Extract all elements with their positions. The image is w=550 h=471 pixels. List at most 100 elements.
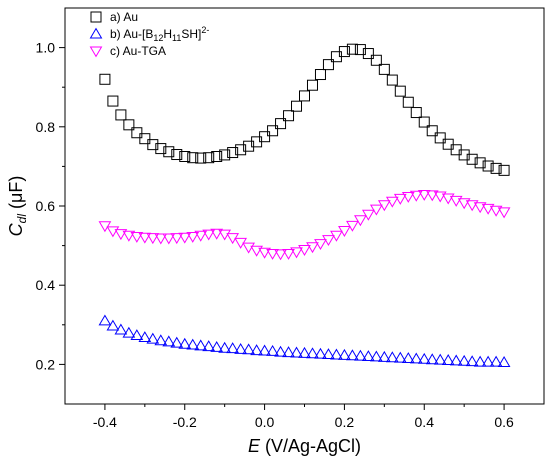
data-point [386,74,398,86]
data-point [457,198,471,210]
legend-subscript: 12 [153,33,163,43]
data-point [107,95,119,107]
data-point [361,209,375,221]
data-point [497,356,511,367]
data-point [179,151,191,162]
data-point [346,349,359,361]
data-point [401,352,415,364]
data-point [162,233,176,245]
data-point [219,149,231,161]
data-point [346,43,358,55]
data-point [283,110,295,122]
data-point [378,63,390,75]
data-point [250,344,263,356]
data-point [210,228,224,240]
data-point [162,335,176,347]
legend-item-3: c) Au-TGA [89,44,166,58]
data-point [242,343,255,355]
data-point [202,340,216,352]
series-2 [98,314,511,367]
data-point [298,346,311,358]
data-point [171,149,183,161]
data-point [202,229,216,241]
data-point [361,350,375,362]
data-point [425,190,439,202]
data-point [322,235,335,247]
data-point [306,347,319,359]
data-point [385,196,399,208]
data-point [155,143,167,155]
data-point [474,157,486,169]
data-point [497,207,511,219]
data-point [338,46,350,58]
axes-layer: -0.4 -0.2 0.0 0.2 0.4 0.6 0.2 0.4 0.6 0.8 1.0 [36,7,545,430]
data-point [299,90,310,102]
data-point [99,73,111,85]
data-point [409,190,423,202]
y-axis-title-var: C [6,222,26,236]
data-point [226,342,240,354]
legend-text-part: H [163,27,172,41]
data-point [234,342,248,354]
data-point [186,231,200,243]
data-point [147,139,159,151]
data-point [338,226,351,237]
data-point [330,230,343,242]
data-point [490,162,502,174]
y-axis-title-sub: dl [15,214,29,224]
data-point [106,226,120,238]
data-point [298,245,311,256]
x-tick-label: 0.6 [494,414,514,430]
data-point [322,59,334,71]
data-point [473,202,487,214]
data-point [139,133,151,145]
data-point [194,230,208,242]
data-point [227,147,239,159]
plot-frame [64,7,545,405]
data-point [465,355,479,367]
x-tick-label: -0.2 [173,414,197,430]
x-axis-title: E (V/Ag-AgCl) [248,436,361,456]
x-axis-title-var: E [248,436,261,456]
data-point [291,100,303,112]
data-point [290,346,303,358]
legend-text-part: SH] [181,27,201,41]
data-point [377,350,391,362]
data-point [258,344,271,356]
legend-label: b) Au-[B12H11SH]2- [110,25,209,43]
data-point [457,354,471,366]
data-point [267,125,279,137]
data-point [114,229,128,241]
data-point [154,233,168,245]
data-point [441,354,455,365]
data-point [370,54,382,66]
data-point [235,144,247,156]
data-point [306,242,319,254]
data-point [146,233,160,245]
y-tick-label: 0.2 [36,356,56,372]
data-point [489,355,503,367]
series-1 [99,43,510,176]
data-point [258,247,271,259]
data-point [394,85,406,97]
data-point [441,193,455,205]
data-point [354,349,367,361]
data-point [282,346,295,358]
data-point [275,118,287,130]
data-point [163,146,175,158]
data-point [314,347,327,359]
legend-label: a) Au [110,10,138,24]
x-tick-label: 0.2 [335,414,355,430]
data-point [290,247,303,259]
y-axis-title: Cdl (μF) [6,176,29,237]
data-point [203,152,215,164]
data-point [369,350,383,362]
legend-marker [90,11,102,23]
data-point [274,345,287,357]
data-point [465,200,479,212]
legend-text: c) Au-TGA [110,44,166,58]
data-point [393,193,407,205]
data-point [409,352,423,364]
data-point [138,331,152,343]
